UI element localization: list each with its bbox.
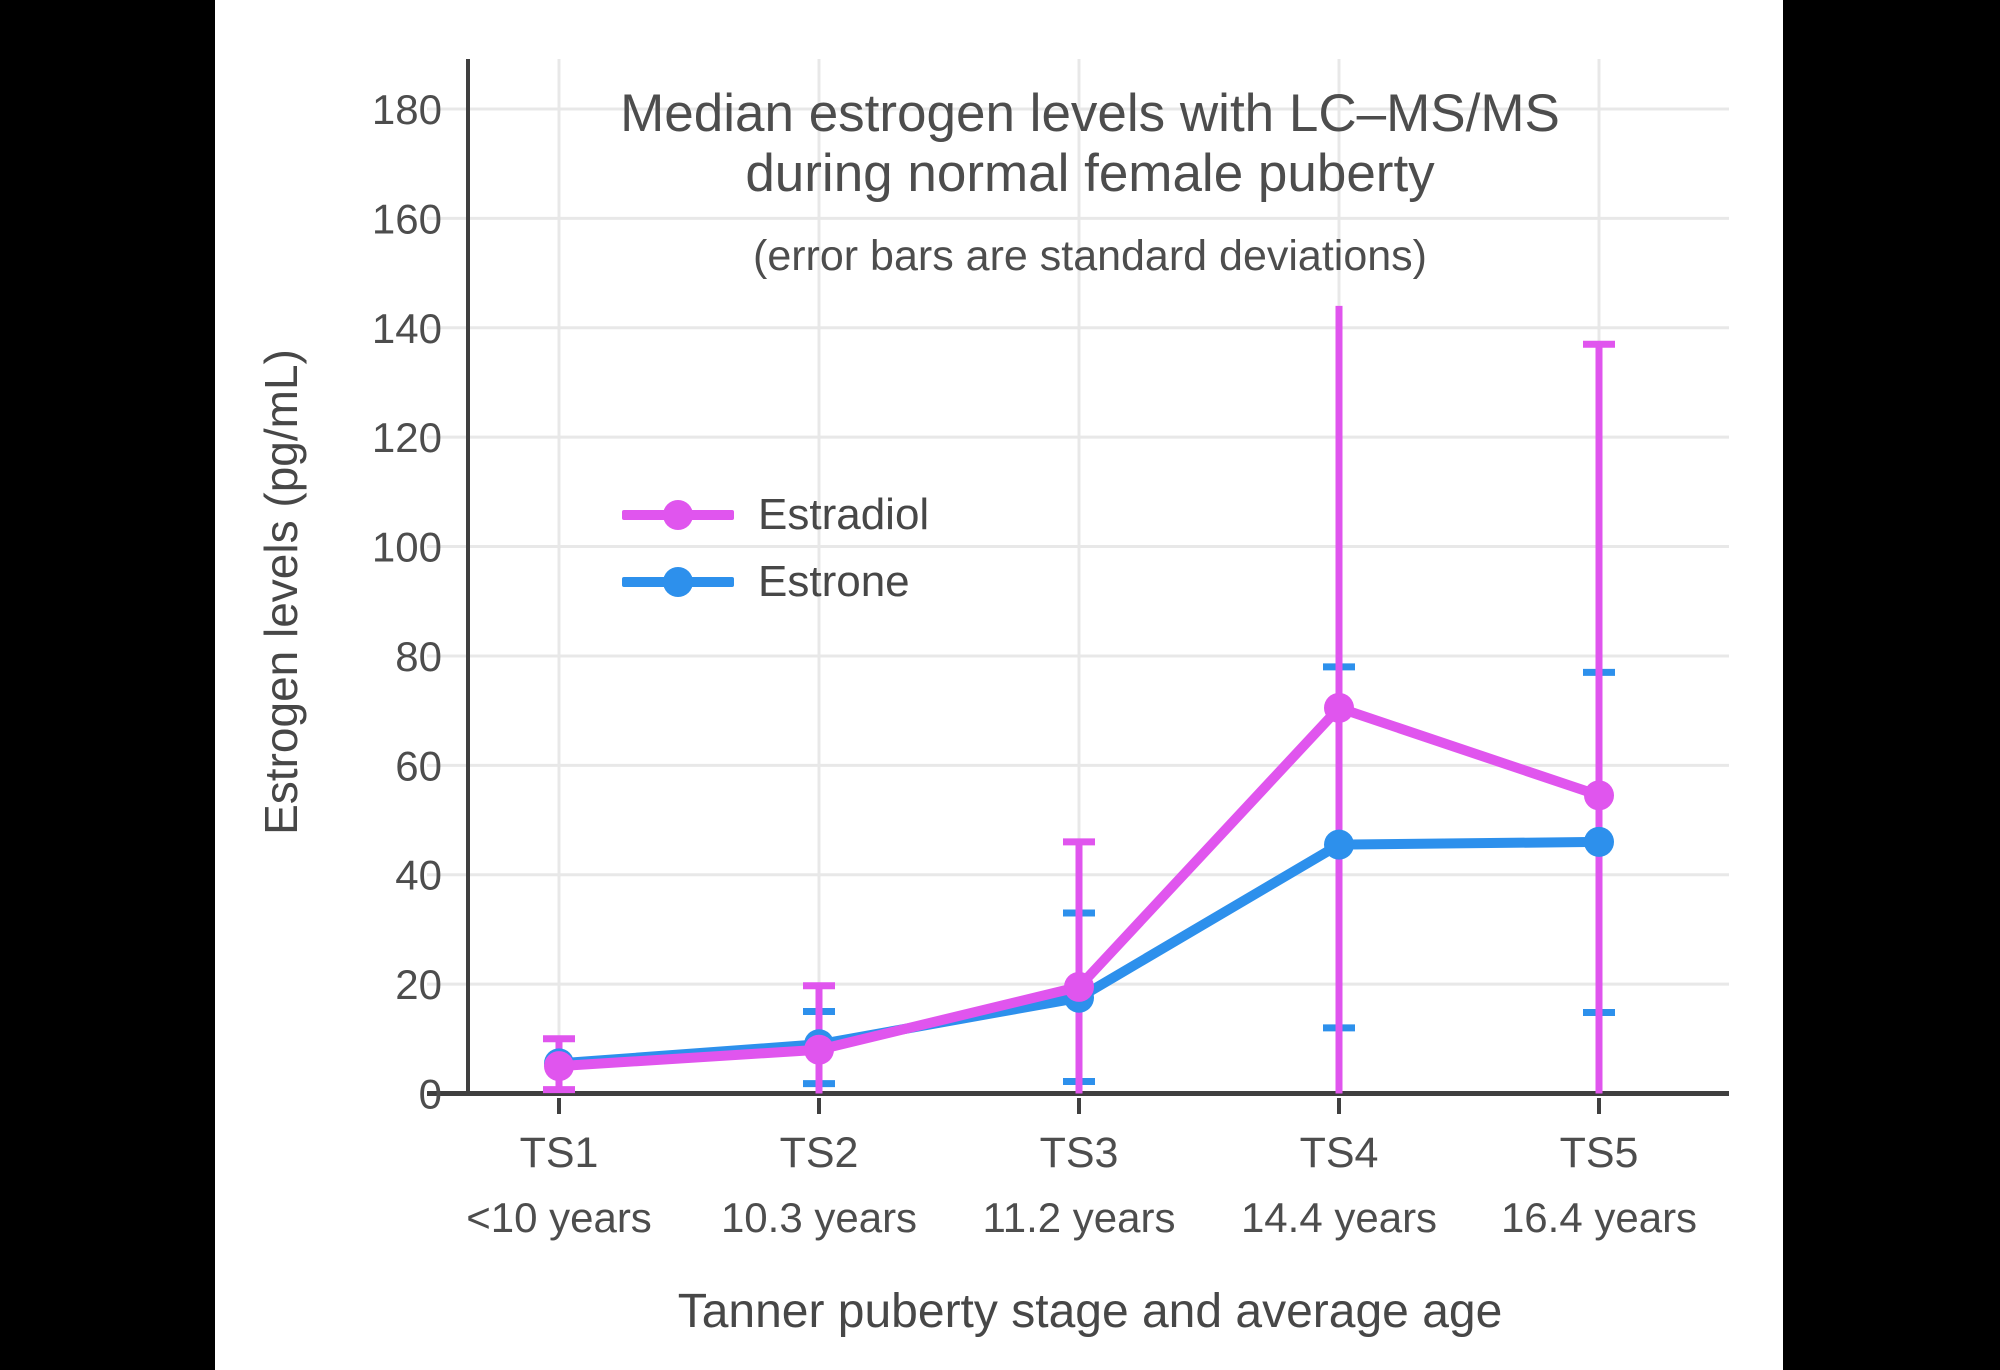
y-tick-label: 100 xyxy=(372,524,442,571)
legend: Estradiol Estrone xyxy=(622,490,929,624)
y-tick-label: 40 xyxy=(395,852,442,899)
y-axis-title: Estrogen levels (pg/mL) xyxy=(255,349,307,835)
x-tick-label-stage: TS2 xyxy=(780,1129,859,1177)
y-tick-label: 140 xyxy=(372,305,442,352)
axes xyxy=(440,59,1729,1114)
x-tick-label-age: 11.2 years xyxy=(983,1194,1176,1241)
x-tick-label-age: 16.4 years xyxy=(1501,1194,1697,1241)
y-tick-labels: 0 20 40 60 80 100 120 140 160 180 xyxy=(372,86,442,1117)
x-tick-label-age: 10.3 years xyxy=(721,1194,917,1241)
data-point xyxy=(1584,780,1614,811)
y-tick-label: 60 xyxy=(395,742,442,789)
series-estradiol xyxy=(544,692,1614,1082)
data-point xyxy=(544,1051,574,1082)
chart-title-line2: during normal female puberty xyxy=(745,144,1435,203)
estradiol-line-marker-icon xyxy=(622,500,734,530)
legend-label-estrone: Estrone xyxy=(758,557,910,606)
y-tick-label: 120 xyxy=(372,414,442,461)
y-tick-label: 20 xyxy=(395,961,442,1008)
x-axis-title: Tanner puberty stage and average age xyxy=(677,1285,1503,1338)
chart-panel xyxy=(215,0,1783,1370)
x-tick-labels: TS1 <10 years TS2 10.3 years TS3 11.2 years TS… xyxy=(466,1129,1697,1241)
estrone-line-marker-icon xyxy=(622,567,734,597)
x-tick-label-stage: TS4 xyxy=(1300,1129,1379,1177)
x-tick-label-age: <10 years xyxy=(466,1194,652,1241)
chart-subtitle: (error bars are standard deviations) xyxy=(753,232,1427,280)
y-tick-label: 0 xyxy=(419,1071,442,1118)
legend-label-estradiol: Estradiol xyxy=(758,490,930,539)
data-point xyxy=(804,1034,834,1065)
x-tick-label-stage: TS1 xyxy=(520,1129,599,1177)
x-tick-label-age: 14.4 years xyxy=(1241,1194,1437,1241)
legend-item-estradiol[interactable]: Estradiol xyxy=(622,490,929,540)
x-tick-label-stage: TS5 xyxy=(1560,1129,1639,1177)
x-tick-label-stage: TS3 xyxy=(1040,1129,1119,1177)
y-tick-label: 80 xyxy=(395,633,442,680)
data-point xyxy=(1584,826,1614,857)
chart-title: Median estrogen levels with LC–MS/MS dur… xyxy=(450,84,1730,204)
y-tick-label: 180 xyxy=(372,86,442,133)
y-tick-label: 160 xyxy=(372,195,442,242)
data-point xyxy=(1064,971,1094,1002)
data-point xyxy=(1324,829,1354,860)
data-point xyxy=(1324,692,1354,723)
chart-title-line1: Median estrogen levels with LC–MS/MS xyxy=(620,84,1560,143)
legend-item-estrone[interactable]: Estrone xyxy=(622,557,929,607)
